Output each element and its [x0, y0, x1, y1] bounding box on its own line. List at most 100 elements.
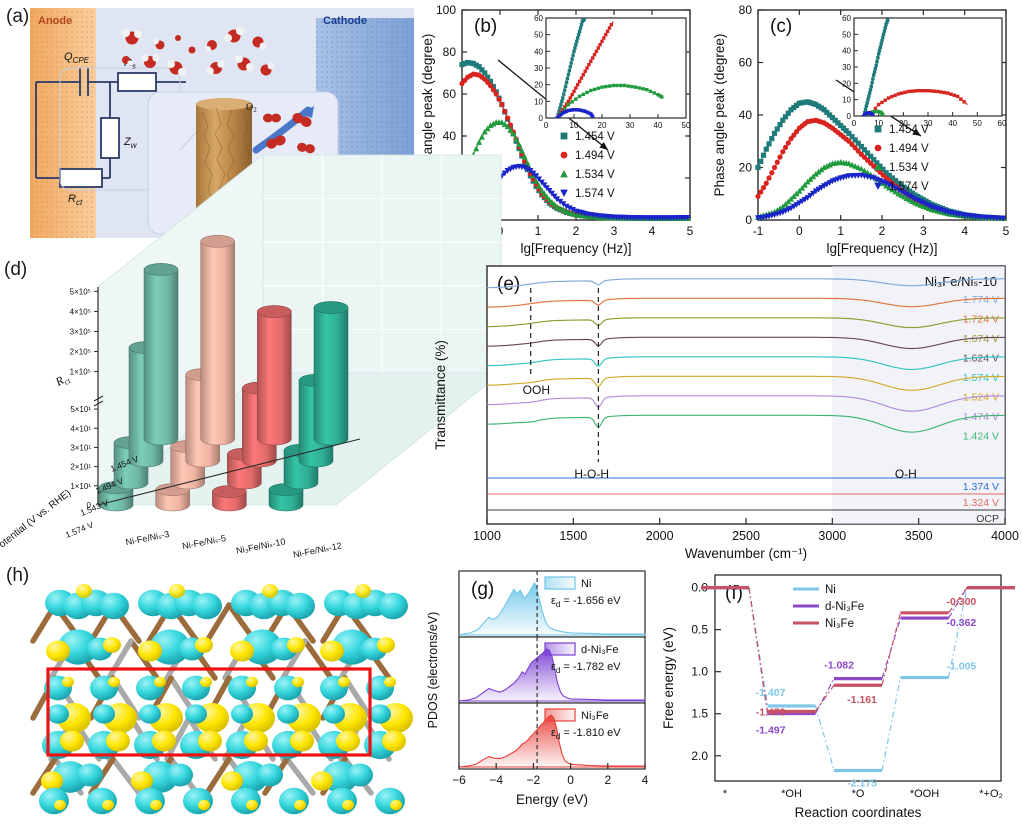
- fe-connector: [947, 587, 968, 619]
- isosurface-lobe: [262, 583, 278, 599]
- isosurface-lobe: [323, 704, 345, 724]
- sample-label: Ni₃Fe/Niₛ-10: [925, 274, 997, 289]
- x-tick-label: 5: [687, 224, 694, 238]
- panel-g: PDOS (electrons/eV) Ni εd = -1.656 eV d-Ni₃…: [425, 563, 653, 828]
- isosurface-lobe: [231, 787, 261, 815]
- isosurface-lobe: [198, 799, 210, 811]
- inset-y-tick: 60: [534, 14, 543, 23]
- panel-c: -1 0 1 2 3 4 5 0 20 40 60 80 lg[Frequency (Hz)] Phase…: [706, 0, 1023, 258]
- x-tick-label: *: [723, 788, 728, 800]
- isosurface-lobe: [327, 787, 357, 815]
- panel-f: 0.0 0.5 1.0 1.5 2.0 * *OH *O *OOH *+O₂ Reaction co…: [653, 563, 1023, 828]
- ftir-series-label: 1.624 V: [963, 353, 999, 365]
- y-tick-label: 60: [739, 56, 753, 70]
- isosurface-lobe: [106, 730, 130, 752]
- legend-item-2: 1.534 V: [560, 169, 615, 181]
- inset-x-tick: 50: [973, 119, 982, 128]
- atomic-bond: [106, 638, 134, 681]
- rct-label: Rct: [68, 193, 83, 207]
- inset-series-3: [862, 111, 875, 116]
- panel-d-chart: 1×10¹ 2×10¹ 3×10¹ 4×10¹ 5×10¹ 0 1×10⁵ 2×10⁵ 3×10…: [0, 154, 503, 560]
- isosurface-lobe: [279, 787, 309, 815]
- isosurface-lobe: [138, 640, 162, 662]
- x-tick-label: 4: [642, 773, 649, 787]
- inset-y-tick: 30: [842, 63, 851, 72]
- isosurface-lobe: [244, 730, 268, 752]
- x-tick-label: 0: [796, 224, 803, 238]
- isosurface-lobe: [294, 799, 306, 811]
- x-axis-title: Wavenumber (cm⁻¹): [685, 546, 807, 561]
- isosurface-lobe: [41, 771, 63, 791]
- isosurface-lobe: [62, 676, 74, 688]
- o2-label: O2: [246, 102, 257, 114]
- y-tick-label: 2×10⁵: [70, 348, 91, 357]
- d-band-center-label: εd = -1.782 eV: [551, 661, 621, 675]
- x-axis-title: lg[Frequency (Hz)]: [826, 241, 937, 256]
- inset-y-tick: 30: [534, 64, 543, 73]
- category-tick-label: Ni-Fe/Niₛ-3: [125, 529, 170, 547]
- fe-connector: [814, 705, 835, 771]
- isosurface-lobe: [342, 799, 354, 811]
- oxygen-molecules: [263, 113, 315, 154]
- y-tick-label: 80: [739, 3, 753, 17]
- legend-label: Ni: [825, 584, 836, 596]
- legend-label: 1.574 V: [889, 181, 929, 193]
- legend-swatch: [544, 708, 576, 722]
- annotation-oh: O-H: [895, 467, 917, 481]
- ftir-series-label: OCP: [976, 513, 999, 525]
- isosurface-lobe: [221, 771, 243, 791]
- axis-break-icon: [93, 395, 104, 407]
- annotation-ooh: OOH: [523, 383, 550, 397]
- fe-value-label: -1.407: [756, 687, 786, 699]
- isosurface-lobe: [93, 704, 115, 724]
- isosurface-lobe: [103, 637, 121, 653]
- isosurface-lobe: [246, 676, 258, 688]
- isosurface-lobe: [311, 771, 333, 791]
- panel-h-isosurface: [30, 583, 413, 815]
- x-tick-label: 4: [961, 224, 968, 238]
- y-tick-label: 40: [443, 129, 457, 143]
- y-tick-label: 3×10¹: [70, 443, 91, 452]
- isosurface-lobe: [99, 592, 129, 620]
- isosurface-lobe: [135, 787, 165, 815]
- isosurface-lobe: [355, 583, 371, 599]
- pdos-curve: [458, 714, 646, 768]
- bar-cylinder: [212, 485, 247, 512]
- inset-series-0: [555, 18, 586, 118]
- ftir-curve: [487, 375, 1005, 391]
- fe-value-label: -1.497: [756, 724, 786, 736]
- fe-value-label: -1.082: [824, 660, 854, 672]
- fe-connector: [947, 587, 968, 678]
- x-tick-label: *OH: [781, 788, 802, 800]
- y-tick-label: 60: [443, 87, 457, 101]
- panel-h-tag: (h): [6, 565, 30, 586]
- isosurface-lobe: [139, 704, 161, 724]
- isosurface-lobe: [183, 787, 213, 815]
- y-tick-label: 0.0: [691, 581, 708, 595]
- y-tick-label: 1.5: [691, 707, 708, 721]
- fe-value-label: -0.362: [947, 617, 977, 629]
- legend-item-0: 1.454 V: [874, 124, 929, 136]
- ftir-curve: [487, 317, 1006, 329]
- inset-series-0: [862, 18, 890, 116]
- fe-value-label: -1.473: [756, 706, 786, 718]
- isosurface-lobe: [292, 676, 304, 688]
- legend-item-2: 1.534 V: [874, 162, 929, 174]
- inset-y-tick: 10: [534, 97, 543, 106]
- ftir-curve: [487, 297, 1005, 308]
- x-tick-label: 2: [604, 773, 611, 787]
- isosurface-lobe: [246, 799, 258, 811]
- panel-d: (d) 1×10¹ 2×10¹ 3×10¹ 4×10¹ 5×10¹ 0 1×10⁵ 2×10⁵…: [0, 154, 503, 560]
- ftir-curve: [487, 278, 1005, 289]
- category-tick-label: Ni-Fe/Niₛ-5: [181, 533, 226, 551]
- fe-connector: [815, 684, 835, 712]
- ftir-curve: [487, 414, 1005, 433]
- fe-series-2: [701, 586, 1015, 714]
- bar-cylinder: [313, 301, 349, 446]
- fe-connector: [748, 587, 769, 712]
- isosurface-lobe: [150, 799, 162, 811]
- legend-label: 1.494 V: [889, 143, 929, 155]
- ftir-series-label: 1.424 V: [963, 431, 999, 443]
- bar-cylinder: [200, 235, 235, 446]
- ftir-series-label: 1.524 V: [963, 392, 999, 404]
